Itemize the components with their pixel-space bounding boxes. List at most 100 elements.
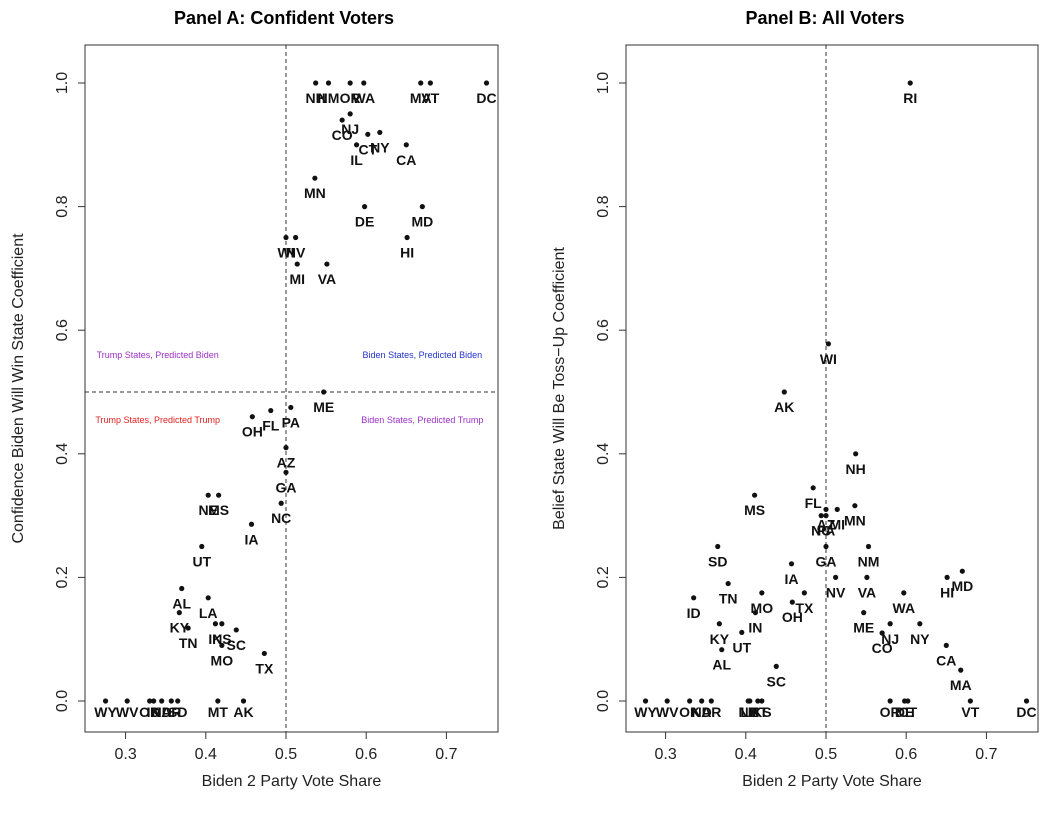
y-tick-label: 0.0 xyxy=(54,690,71,712)
y-tick-label: 0.6 xyxy=(54,319,71,341)
data-point xyxy=(755,698,761,704)
point-label: MS xyxy=(208,502,229,518)
data-point xyxy=(823,506,829,513)
point-label: SD xyxy=(168,704,187,720)
data-point xyxy=(801,590,807,596)
point-label: DE xyxy=(895,704,914,720)
point-label: AR xyxy=(701,704,721,720)
point-label: CO xyxy=(332,127,353,143)
data-point xyxy=(216,492,222,498)
y-tick-label: 0.6 xyxy=(595,319,612,341)
y-tick-label: 0.8 xyxy=(595,195,612,217)
data-point xyxy=(834,506,840,513)
point-label: WA xyxy=(353,90,376,106)
data-point xyxy=(905,698,911,704)
data-point xyxy=(261,650,267,657)
y-tick-label: 0.0 xyxy=(595,690,612,712)
data-point xyxy=(159,698,165,704)
panel-a: Panel A: Confident Voters 0.3 0.4 0.5 0.6 0.7… xyxy=(10,8,499,790)
point-label: WI xyxy=(277,245,294,261)
point-label: NH xyxy=(846,461,866,477)
y-tick-label: 1.0 xyxy=(54,72,71,94)
point-label: ID xyxy=(147,704,161,720)
data-point xyxy=(907,80,913,86)
point-label: MN xyxy=(844,513,866,529)
y-tick-label: 0.2 xyxy=(54,566,71,588)
data-point xyxy=(268,407,274,414)
data-point xyxy=(151,698,157,704)
point-label: PA xyxy=(282,414,300,430)
y-tick-label: 1.0 xyxy=(595,72,612,94)
quadrant-annotation: Trump States, Predicted Trump xyxy=(95,415,220,425)
point-label: FL xyxy=(262,418,280,434)
data-point xyxy=(312,175,318,181)
point-label: SC xyxy=(767,673,786,689)
point-label: OH xyxy=(782,609,803,625)
point-label: SC xyxy=(227,637,246,653)
y-axis-label: Belief State Will Be Toss−Up Coefficient xyxy=(551,247,568,530)
data-point xyxy=(347,80,353,86)
point-label: ND xyxy=(692,704,712,720)
data-point xyxy=(168,698,174,704)
point-label: KY xyxy=(170,620,190,636)
x-tick-label: 0.5 xyxy=(275,746,297,763)
point-label: WV xyxy=(116,704,139,720)
data-point xyxy=(278,500,284,506)
point-label: OH xyxy=(242,424,263,440)
point-label: WI xyxy=(820,351,837,367)
data-point xyxy=(427,80,433,86)
point-label: MT xyxy=(748,704,769,720)
x-tick-label: 0.7 xyxy=(975,746,997,763)
point-label: CA xyxy=(936,652,956,668)
data-point xyxy=(781,389,787,395)
data-point xyxy=(759,590,765,596)
point-label: UT xyxy=(732,639,751,655)
data-point xyxy=(959,568,965,574)
data-point xyxy=(205,492,211,498)
quadrant-annotation: Biden States, Predicted Trump xyxy=(361,415,483,425)
data-point xyxy=(361,204,368,210)
point-label: IA xyxy=(245,531,259,547)
data-point xyxy=(852,503,858,509)
data-point xyxy=(248,521,255,527)
y-tick-label: 0.2 xyxy=(595,566,612,588)
data-point xyxy=(716,621,722,627)
data-point xyxy=(176,610,182,616)
point-label: ME xyxy=(313,399,334,415)
point-label: LA xyxy=(199,605,218,621)
point-label: AZ xyxy=(817,516,836,532)
point-label: AR xyxy=(161,704,181,720)
x-tick-label: 0.6 xyxy=(895,746,917,763)
x-tick-label: 0.7 xyxy=(435,746,457,763)
data-point xyxy=(853,451,859,457)
data-point xyxy=(958,667,964,673)
point-label: NE xyxy=(198,502,217,518)
point-label: MA xyxy=(410,90,432,106)
point-label: VT xyxy=(421,90,439,106)
data-point xyxy=(294,261,300,267)
data-point xyxy=(353,142,360,148)
data-point xyxy=(403,142,409,148)
point-label: IN xyxy=(208,631,222,647)
point-label: MN xyxy=(304,185,326,201)
point-label: SD xyxy=(708,554,727,570)
point-label: IN xyxy=(748,620,762,636)
chart-title: Panel A: Confident Voters xyxy=(174,8,394,28)
data-point xyxy=(199,543,205,550)
data-point xyxy=(725,580,731,587)
x-tick-label: 0.4 xyxy=(195,746,217,763)
point-label: TX xyxy=(795,600,814,616)
point-label: KS xyxy=(212,631,231,647)
data-point xyxy=(719,647,725,653)
data-point xyxy=(823,513,829,519)
data-point xyxy=(205,595,211,601)
data-point xyxy=(865,543,872,550)
data-point xyxy=(715,543,721,550)
data-point xyxy=(861,610,867,616)
data-point xyxy=(419,204,425,210)
point-label: NY xyxy=(370,139,390,155)
data-point xyxy=(773,663,779,669)
data-point xyxy=(833,574,839,581)
data-point xyxy=(879,630,885,636)
